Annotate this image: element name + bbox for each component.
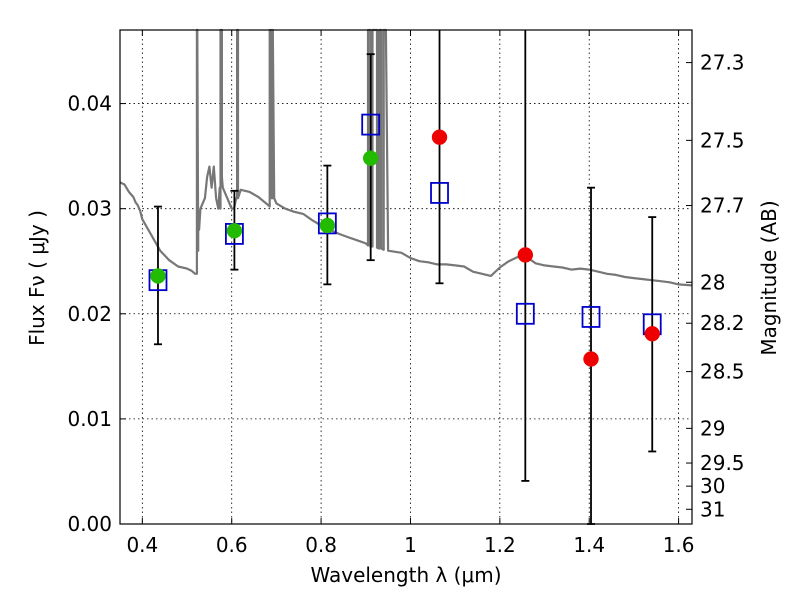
- red-circle-marker: [644, 326, 660, 342]
- y2-tick-label: 27.7: [700, 194, 745, 218]
- y2-tick-label: 27.5: [700, 128, 745, 152]
- x-tick-label: 0.8: [305, 533, 337, 557]
- y-tick-label: 0.04: [67, 92, 112, 116]
- green-circle-marker: [319, 217, 336, 234]
- errorbars: [153, 30, 657, 525]
- sed-spectrum: [119, 28, 693, 287]
- y2-tick-label: 31: [700, 497, 725, 521]
- x-tick-label: 1.2: [484, 533, 516, 557]
- y-tick-label: 0.00: [67, 512, 112, 536]
- green-circle-marker: [150, 268, 166, 284]
- green-circle-marker: [362, 150, 379, 166]
- x-tick-label: 0.4: [126, 533, 158, 557]
- y2-tick-label: 29: [700, 416, 725, 440]
- green-circle-marker: [226, 223, 243, 239]
- y2-tick-label: 28.5: [700, 360, 745, 384]
- model-square-marker: [317, 212, 337, 235]
- y2-tick-label: 28: [700, 270, 725, 294]
- y2-tick-label: 27.3: [700, 51, 745, 75]
- y2-tick-label: 29.5: [700, 451, 745, 475]
- model-square-marker: [430, 182, 449, 204]
- plot-frame: [119, 29, 693, 525]
- model-square-marker: [581, 306, 601, 328]
- gridlines: [120, 30, 692, 525]
- red-circle-marker: [517, 247, 534, 263]
- x-tick-label: 0.6: [216, 533, 248, 557]
- y2-tick-label: 30: [700, 474, 725, 498]
- x-tick-label: 1.6: [663, 533, 695, 557]
- y2-axis-label: Magnitude (AB): [757, 200, 781, 355]
- x-tick-label: 1: [404, 533, 417, 557]
- model-square-marker: [515, 302, 535, 325]
- y-tick-label: 0.02: [67, 302, 112, 326]
- model-square-marker: [361, 113, 381, 136]
- y-tick-label: 0.03: [67, 197, 112, 221]
- red-circle-marker: [431, 129, 448, 145]
- y-tick-label: 0.01: [67, 407, 112, 431]
- data-markers: [148, 113, 662, 367]
- x-axis-label: Wavelength λ (μm): [310, 563, 501, 587]
- x-tick-label: 1.4: [573, 533, 605, 557]
- y-axis-label: Flux Fν ( μJy ): [25, 210, 49, 346]
- red-circle-marker: [583, 351, 599, 367]
- spectrum-line: [119, 28, 693, 287]
- axis-ticks: 0.4 0.6 0.8 1 1.2 1.4 1.6 0.00 0.01 0.02 0.03 0.04 2…: [67, 30, 745, 557]
- y2-tick-label: 28.2: [700, 311, 745, 335]
